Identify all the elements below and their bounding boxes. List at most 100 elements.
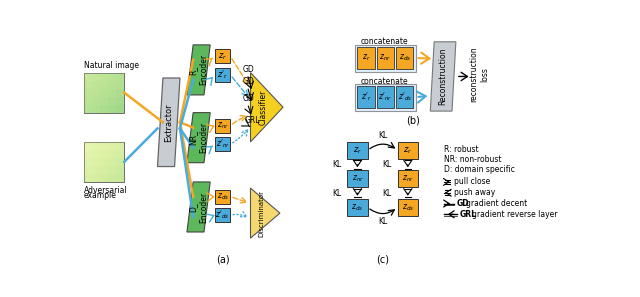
Text: Adversarial: Adversarial — [84, 186, 127, 195]
Text: $z'_{ds}$: $z'_{ds}$ — [216, 209, 230, 221]
Text: KL: KL — [378, 131, 387, 140]
Text: $z_r$: $z_r$ — [218, 51, 227, 62]
FancyBboxPatch shape — [215, 190, 230, 203]
FancyBboxPatch shape — [92, 97, 100, 105]
FancyBboxPatch shape — [108, 105, 116, 113]
Polygon shape — [157, 78, 180, 167]
Text: concatenate: concatenate — [361, 37, 408, 46]
Text: gradient decent: gradient decent — [466, 199, 527, 208]
FancyBboxPatch shape — [84, 72, 92, 80]
FancyBboxPatch shape — [92, 142, 100, 150]
Text: Classifier: Classifier — [259, 90, 268, 125]
FancyBboxPatch shape — [84, 89, 92, 97]
Text: push away: push away — [454, 188, 495, 197]
FancyBboxPatch shape — [92, 105, 100, 113]
FancyBboxPatch shape — [348, 199, 367, 216]
Text: $z_{nr}$: $z_{nr}$ — [217, 121, 228, 131]
Text: $z'_{nr}$: $z'_{nr}$ — [216, 138, 230, 151]
FancyBboxPatch shape — [84, 142, 124, 182]
Text: $z_{ds}$: $z_{ds}$ — [351, 202, 364, 213]
FancyBboxPatch shape — [92, 166, 100, 174]
FancyBboxPatch shape — [358, 86, 374, 108]
Polygon shape — [187, 113, 210, 163]
FancyBboxPatch shape — [84, 80, 92, 89]
FancyBboxPatch shape — [84, 174, 92, 182]
Text: example: example — [84, 191, 116, 200]
Text: NR_
Encoder: NR_ Encoder — [189, 122, 208, 153]
FancyBboxPatch shape — [100, 72, 108, 80]
FancyBboxPatch shape — [108, 97, 116, 105]
Text: GD: GD — [243, 77, 255, 86]
FancyBboxPatch shape — [377, 47, 394, 69]
FancyBboxPatch shape — [358, 47, 374, 69]
FancyBboxPatch shape — [92, 150, 100, 158]
FancyBboxPatch shape — [100, 174, 108, 182]
FancyBboxPatch shape — [108, 142, 116, 150]
Text: $z'_r$: $z'_r$ — [360, 91, 371, 103]
Text: $z'_{ds}$: $z'_{ds}$ — [397, 91, 412, 103]
FancyBboxPatch shape — [397, 142, 418, 159]
Polygon shape — [187, 182, 210, 232]
Text: R_
Encoder: R_ Encoder — [189, 54, 208, 86]
Text: (b): (b) — [406, 115, 420, 125]
FancyBboxPatch shape — [116, 80, 124, 89]
Polygon shape — [250, 188, 280, 238]
Text: D: domain specific: D: domain specific — [444, 165, 515, 174]
FancyBboxPatch shape — [84, 166, 92, 174]
FancyBboxPatch shape — [100, 97, 108, 105]
Text: KL: KL — [378, 217, 387, 227]
FancyBboxPatch shape — [108, 150, 116, 158]
Text: $z_{nr}$: $z_{nr}$ — [351, 174, 364, 184]
FancyBboxPatch shape — [116, 105, 124, 113]
FancyBboxPatch shape — [84, 142, 92, 150]
FancyBboxPatch shape — [108, 174, 116, 182]
Text: $z_r$: $z_r$ — [362, 53, 370, 63]
Text: $z_r$: $z_r$ — [403, 145, 412, 156]
FancyBboxPatch shape — [396, 47, 413, 69]
FancyBboxPatch shape — [100, 142, 108, 150]
Polygon shape — [430, 42, 456, 111]
Text: concatenate: concatenate — [361, 77, 408, 86]
FancyBboxPatch shape — [215, 119, 230, 133]
FancyBboxPatch shape — [348, 170, 367, 187]
FancyBboxPatch shape — [215, 208, 230, 222]
FancyBboxPatch shape — [84, 72, 124, 113]
Text: KL: KL — [332, 189, 341, 198]
Text: Natural image: Natural image — [84, 61, 139, 69]
Text: $z_{nr}$: $z_{nr}$ — [380, 53, 391, 63]
FancyBboxPatch shape — [100, 80, 108, 89]
FancyBboxPatch shape — [215, 50, 230, 63]
FancyBboxPatch shape — [92, 158, 100, 166]
Text: pull close: pull close — [454, 177, 490, 187]
FancyBboxPatch shape — [116, 174, 124, 182]
FancyBboxPatch shape — [84, 158, 92, 166]
Text: $z_{nr}$: $z_{nr}$ — [402, 174, 414, 184]
Text: $z_r$: $z_r$ — [353, 145, 362, 156]
Polygon shape — [250, 72, 283, 142]
FancyBboxPatch shape — [215, 68, 230, 82]
FancyBboxPatch shape — [100, 89, 108, 97]
FancyBboxPatch shape — [100, 158, 108, 166]
Text: $z_{ds}$: $z_{ds}$ — [399, 53, 411, 63]
FancyBboxPatch shape — [100, 166, 108, 174]
FancyBboxPatch shape — [100, 105, 108, 113]
Text: GRL: GRL — [244, 116, 260, 125]
Text: GD: GD — [243, 94, 255, 103]
Text: GD: GD — [243, 65, 255, 74]
FancyBboxPatch shape — [84, 105, 92, 113]
FancyBboxPatch shape — [92, 72, 100, 80]
FancyBboxPatch shape — [116, 97, 124, 105]
Text: KL: KL — [382, 160, 392, 169]
FancyBboxPatch shape — [396, 86, 413, 108]
FancyBboxPatch shape — [397, 199, 418, 216]
Text: reconstruction
loss: reconstruction loss — [469, 46, 489, 102]
Text: D_
Encoder: D_ Encoder — [189, 191, 208, 222]
FancyBboxPatch shape — [116, 158, 124, 166]
Text: (c): (c) — [376, 255, 388, 265]
FancyBboxPatch shape — [377, 86, 394, 108]
Text: KL: KL — [332, 160, 341, 169]
Text: Discriminator: Discriminator — [259, 189, 265, 237]
FancyBboxPatch shape — [108, 158, 116, 166]
FancyBboxPatch shape — [108, 80, 116, 89]
FancyBboxPatch shape — [92, 80, 100, 89]
